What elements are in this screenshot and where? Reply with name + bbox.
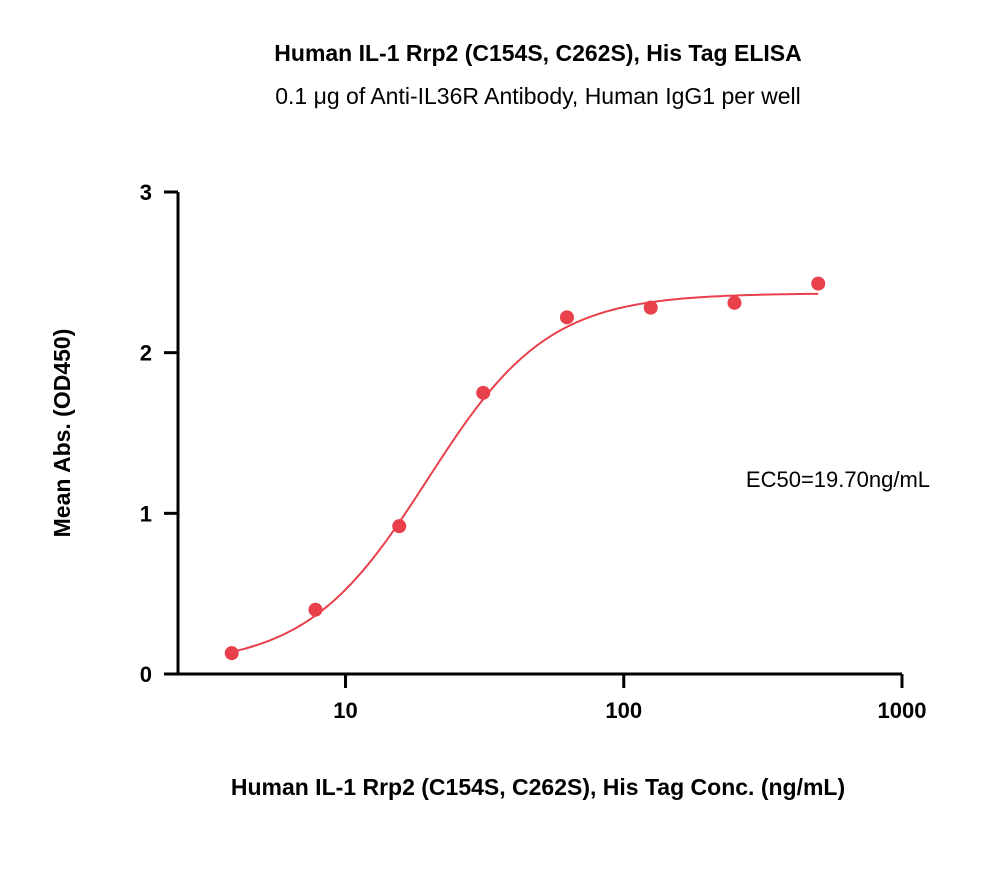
data-point [811,276,826,291]
fit-curve [231,292,819,653]
chart-title: Human IL-1 Rrp2 (C154S, C262S), His Tag … [274,40,801,66]
data-point [392,519,407,534]
y-tick-label: 0 [140,662,152,687]
fit-curve-layer [231,292,819,653]
data-point [224,646,239,661]
data-point [476,385,491,400]
y-ticks: 0 1 2 3 [140,180,178,687]
data-point [559,310,574,325]
y-tick-label: 2 [140,341,152,366]
ec50-annotation: EC50=19.70ng/mL [746,467,930,492]
y-tick-label: 1 [140,501,152,526]
x-ticks: 10 100 1000 [333,674,926,723]
x-tick-label: 10 [333,698,357,723]
plot-area: 0 1 2 3 10 100 1000 [140,180,927,723]
y-axis-label: Mean Abs. (OD450) [49,329,75,538]
x-tick-label: 100 [605,698,642,723]
x-tick-label: 1000 [878,698,927,723]
data-point [308,602,323,617]
x-axis-label: Human IL-1 Rrp2 (C154S, C262S), His Tag … [231,774,845,800]
data-point [643,300,658,315]
y-tick-label: 3 [140,180,152,205]
data-point [727,295,742,310]
data-points [224,276,826,661]
chart-subtitle: 0.1 μg of Anti-IL36R Antibody, Human IgG… [275,83,801,109]
